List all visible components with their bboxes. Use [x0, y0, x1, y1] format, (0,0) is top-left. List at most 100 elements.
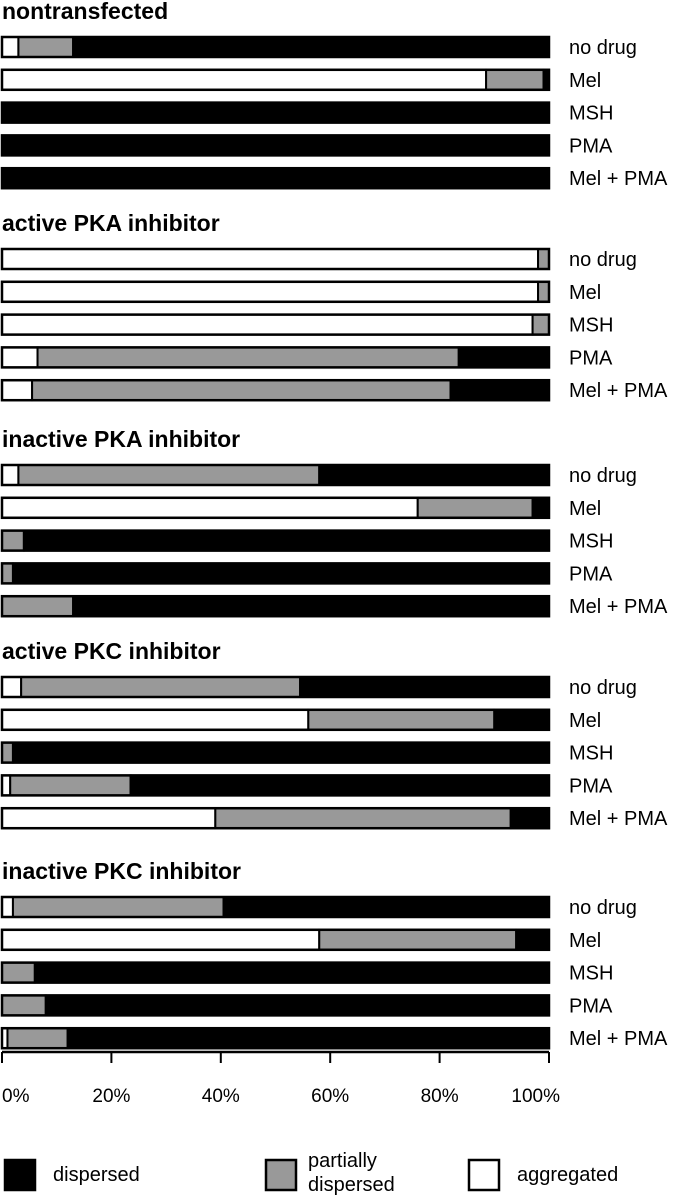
bar-row: Mel [0, 928, 601, 952]
bar-row: Mel + PMA [0, 166, 668, 190]
bar-row: PMA [0, 134, 613, 157]
bar-segment-dispersed [72, 595, 551, 618]
row-label: PMA [569, 135, 613, 157]
bar-segment-aggregated [1, 496, 419, 519]
bar-segment-aggregated [1, 313, 534, 336]
bar-outline [0, 994, 551, 1017]
bar-segment-dispersed [1, 167, 550, 190]
bar-segment-aggregated [1, 280, 540, 303]
bar-outline [0, 594, 551, 618]
bar-outline [0, 35, 551, 59]
bar-row: MSH [0, 961, 613, 985]
bar-segment-aggregated [1, 379, 34, 402]
legend-label: dispersed [53, 1164, 140, 1186]
bar-segment-aggregated [1, 928, 321, 951]
bar-outline [0, 378, 551, 402]
bar-outline [0, 280, 551, 304]
legend-label: dispersed [308, 1174, 395, 1196]
bar-segment-dispersed [11, 562, 550, 585]
group-title: inactive PKA inhibitor [2, 426, 240, 452]
row-label: PMA [569, 563, 613, 585]
bar-segment-aggregated [1, 896, 14, 918]
bar-segment-partially-dispersed [531, 313, 551, 336]
bar-group: inactive PKA inhibitor no drug Mel MSH PMA Me… [0, 426, 668, 618]
bar-segment-dispersed [11, 741, 550, 764]
bar-row: Mel [0, 68, 601, 92]
bar-row: no drug [0, 247, 637, 271]
bar-segment-partially-dispersed [537, 248, 550, 270]
bar-segment-partially-dispersed [20, 676, 302, 698]
row-label: no drug [569, 677, 637, 699]
bar-group: nontransfected no drug Mel MSH PMA Mel + PMA [0, 0, 668, 190]
row-label: MSH [569, 315, 613, 337]
bar-segment-aggregated [1, 708, 310, 731]
bar-row: Mel [0, 280, 601, 304]
bar-row: MSH [0, 529, 613, 553]
bar-outline [0, 166, 551, 190]
bar-segment-partially-dispersed [214, 807, 512, 830]
row-label: Mel + PMA [569, 808, 668, 830]
row-label: Mel + PMA [569, 1028, 668, 1050]
legend-label: aggregated [517, 1164, 618, 1186]
bar-segment-dispersed [129, 774, 550, 797]
bar-segment-dispersed [531, 496, 551, 519]
bar-segment-partially-dispersed [1, 529, 25, 552]
bar-segment-dispersed [44, 994, 550, 1017]
bar-outline [0, 134, 551, 157]
bar-segment-dispersed [457, 346, 550, 369]
legend-swatch-dispersed [3, 1158, 37, 1192]
bar-group: active PKA inhibitor no drug Mel MSH PMA Mel … [0, 210, 668, 402]
row-label: no drug [569, 37, 637, 59]
bar-outline [0, 1026, 551, 1050]
bar-segment-partially-dispersed [537, 280, 550, 303]
bar-outline [0, 463, 551, 487]
legend-label: partially [308, 1150, 377, 1172]
bar-segment-partially-dispersed [1, 595, 75, 618]
legend-swatch-partially-dispersed [264, 1158, 298, 1192]
bar-outline [0, 101, 551, 124]
bar-segment-dispersed [22, 529, 550, 552]
bar-segment-dispersed [1, 134, 550, 157]
bar-segment-dispersed [1, 101, 550, 124]
group-title: active PKC inhibitor [2, 638, 221, 664]
bar-outline [0, 961, 551, 984]
x-tick-label: 20% [92, 1086, 130, 1107]
bar-segment-partially-dispersed [1, 961, 36, 984]
bar-outline [0, 247, 551, 271]
bar-outline [0, 675, 551, 699]
bar-row: Mel + PMA [0, 1026, 668, 1050]
bar-segment-dispersed [33, 961, 550, 984]
group-title: nontransfected [2, 0, 168, 24]
bar-segment-dispersed [66, 1027, 550, 1050]
bar-outline [0, 741, 551, 764]
bar-segment-dispersed [299, 676, 550, 698]
row-label: Mel [569, 930, 601, 952]
bar-row: no drug [0, 895, 637, 919]
bar-outline [0, 895, 551, 919]
bar-segment-dispersed [318, 464, 551, 486]
bar-segment-partially-dispersed [9, 774, 132, 797]
row-label: Mel [569, 282, 601, 304]
bar-segment-aggregated [1, 464, 20, 486]
x-axis: 0% 20% 40% 60% 80% 100% [1, 1050, 560, 1107]
bar-segment-partially-dispersed [31, 379, 452, 402]
bar-outline [0, 529, 551, 552]
bar-row: Mel [0, 708, 601, 732]
bar-segment-partially-dispersed [318, 928, 518, 951]
bar-row: MSH [0, 101, 613, 125]
bar-segment-aggregated [1, 248, 540, 270]
row-label: Mel [569, 70, 601, 92]
bar-segment-partially-dispersed [485, 68, 545, 91]
row-label: MSH [569, 743, 613, 765]
bar-segment-dispersed [222, 896, 550, 918]
bar-segment-dispersed [449, 379, 551, 402]
row-label: no drug [569, 465, 637, 487]
bar-segment-aggregated [1, 676, 23, 698]
row-label: MSH [569, 531, 613, 553]
row-label: Mel + PMA [569, 596, 668, 618]
row-label: PMA [569, 347, 613, 369]
bar-row: MSH [0, 313, 613, 337]
row-label: PMA [569, 775, 613, 797]
bar-segment-partially-dispersed [36, 346, 460, 369]
